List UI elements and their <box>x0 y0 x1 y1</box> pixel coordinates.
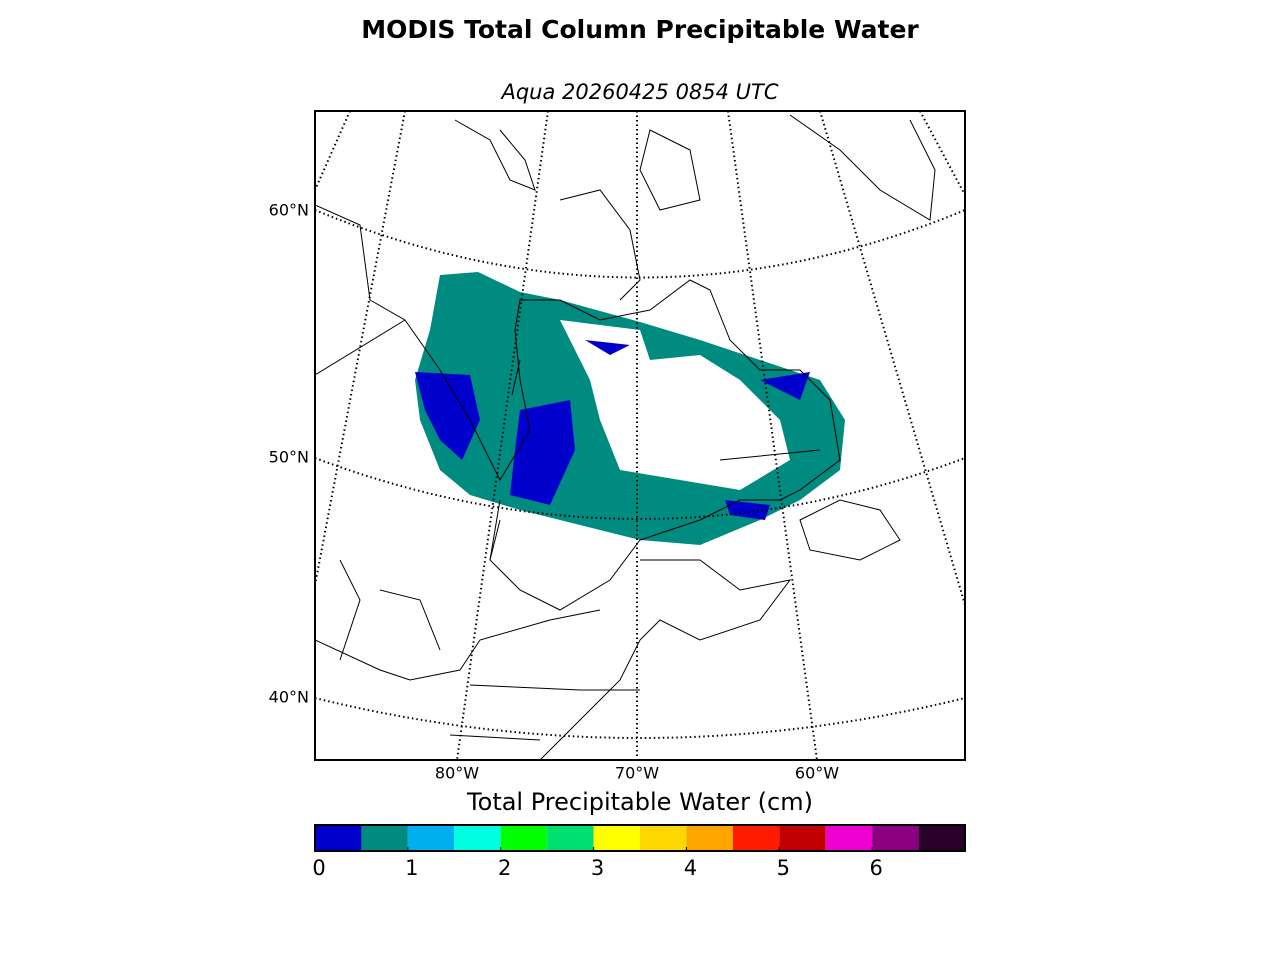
lat-label: 50°N <box>269 448 309 467</box>
colorbar-swatch <box>686 825 733 851</box>
border <box>489 359 821 561</box>
coastline <box>639 129 701 211</box>
meridian <box>819 111 965 606</box>
subtitle: Aqua 20260425 0854 UTC <box>499 80 778 104</box>
lon-label: 80°W <box>435 764 479 783</box>
colorbar-tick-label: 1 <box>405 856 418 880</box>
colorbar-swatch <box>779 825 826 851</box>
colorbar-tick-label: 6 <box>869 856 882 880</box>
swath-low <box>510 400 575 505</box>
coastline <box>799 499 901 561</box>
colorbar-swatch <box>500 825 548 851</box>
map-frame <box>314 110 966 761</box>
meridian <box>456 111 549 760</box>
meridian <box>727 111 818 760</box>
colorbar-tick-label: 0 <box>312 856 325 880</box>
colorbar-swatch <box>640 825 687 851</box>
coastline <box>559 189 641 301</box>
lat-label: 60°N <box>269 201 309 220</box>
parallel <box>315 457 965 520</box>
parallel <box>315 697 965 739</box>
coastline <box>315 204 841 611</box>
colorbar-swatch <box>361 825 408 851</box>
colorbar-swatch <box>872 825 919 851</box>
lat-label: 40°N <box>269 688 309 707</box>
colorbar-label: Total Precipitable Water (cm) <box>466 788 813 816</box>
colorbar-swatch <box>547 825 594 851</box>
colorbar-swatch <box>918 825 965 851</box>
colorbar-tick-label: 3 <box>591 856 604 880</box>
colorbar-swatch <box>825 825 873 851</box>
map: 60°N 50°N 40°N 80°W 70°W 60°W <box>269 110 966 783</box>
coastline <box>454 119 536 191</box>
colorbar: 0 1 2 3 4 5 6 <box>312 824 966 880</box>
border <box>315 319 640 741</box>
lon-label: 60°W <box>795 764 839 783</box>
clear-area <box>560 320 790 490</box>
swath-low <box>415 372 480 460</box>
parallel <box>315 209 965 279</box>
colorbar-swatch <box>315 825 362 851</box>
meridian <box>315 111 351 191</box>
colorbar-tick-label: 4 <box>684 856 697 880</box>
title: MODIS Total Column Precipitable Water <box>361 15 919 44</box>
colorbar-tick-label: 2 <box>498 856 511 880</box>
colorbar-swatch <box>732 825 780 851</box>
colorbar-frame <box>314 824 966 852</box>
coastline <box>789 114 936 221</box>
colorbar-swatch <box>454 825 501 851</box>
coastline <box>539 559 792 760</box>
colorbar-tick-label: 5 <box>777 856 790 880</box>
colorbar-swatch <box>593 825 640 851</box>
colorbar-swatch <box>407 825 455 851</box>
lon-label: 70°W <box>615 764 659 783</box>
